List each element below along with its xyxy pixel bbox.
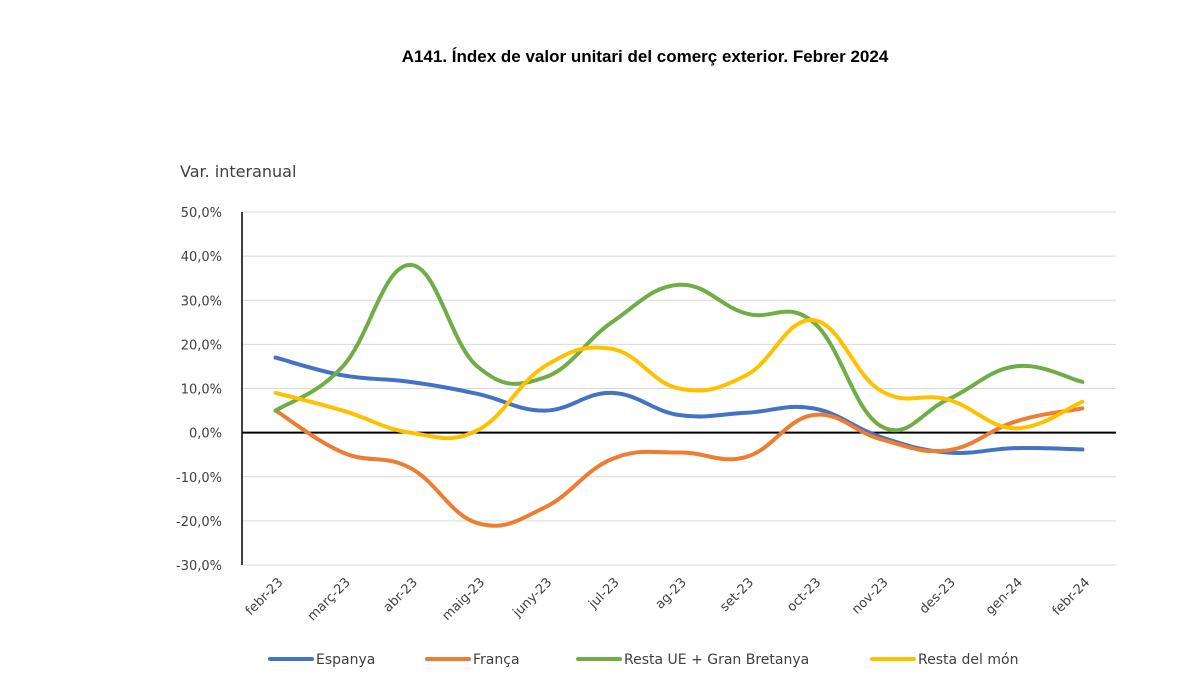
y-tick-label: -20,0% — [176, 515, 222, 530]
y-tick-label: 0,0% — [189, 427, 222, 442]
y-tick-label: 50,0% — [181, 206, 222, 221]
axes — [241, 212, 1116, 565]
x-tick-label: maig-23 — [440, 575, 489, 624]
x-tick-label: ag-23 — [653, 575, 690, 612]
y-tick-label: 30,0% — [181, 294, 222, 309]
legend-label-franca: França — [473, 652, 520, 668]
series-line-espanya — [273, 355, 1085, 455]
series-line-resta-del-mon — [273, 318, 1085, 441]
series-lines — [273, 262, 1085, 528]
chart-title: A141. Índex de valor unitari del comerç … — [402, 47, 889, 66]
series-line-resta-ue-gran-bretanya — [273, 262, 1085, 433]
x-tick-label: febr-24 — [1050, 575, 1094, 619]
legend-label-resta-del-mon: Resta del món — [918, 652, 1018, 668]
x-tick-label: set-23 — [717, 575, 757, 615]
legend-label-resta-ue-gran-bretanya: Resta UE + Gran Bretanya — [624, 652, 809, 668]
y-tick-label: 20,0% — [181, 338, 222, 353]
gridlines — [242, 211, 1116, 566]
x-tick-label: febr-23 — [243, 575, 287, 619]
y-tick-label: -10,0% — [176, 471, 222, 486]
x-tick-label: jul-23 — [585, 575, 622, 612]
y-tick-label: 40,0% — [181, 250, 222, 265]
x-tick-label: març-23 — [305, 575, 354, 624]
x-tick-label: gen-24 — [983, 575, 1026, 618]
legend: Espanya França Resta UE + Gran Bretanya Res… — [268, 652, 1018, 668]
series-line-franca — [273, 406, 1085, 528]
y-axis-ticks: -30,0% -20,0% -10,0% 0,0% 10,0% 20,0% 30,0% 40,… — [176, 206, 222, 574]
x-axis-ticks: febr-23 març-23 abr-23 maig-23 juny-23 jul-23… — [243, 575, 1093, 624]
x-tick-label: des-23 — [917, 575, 959, 617]
x-tick-label: abr-23 — [381, 575, 421, 615]
y-axis-label: Var. interanual — [180, 162, 296, 181]
y-tick-label: 10,0% — [181, 383, 222, 398]
x-tick-label: juny-23 — [510, 575, 556, 621]
x-tick-label: nov-23 — [849, 575, 891, 617]
legend-label-espanya: Espanya — [316, 652, 375, 668]
y-tick-label: -30,0% — [176, 559, 222, 574]
x-tick-label: oct-23 — [784, 575, 824, 615]
